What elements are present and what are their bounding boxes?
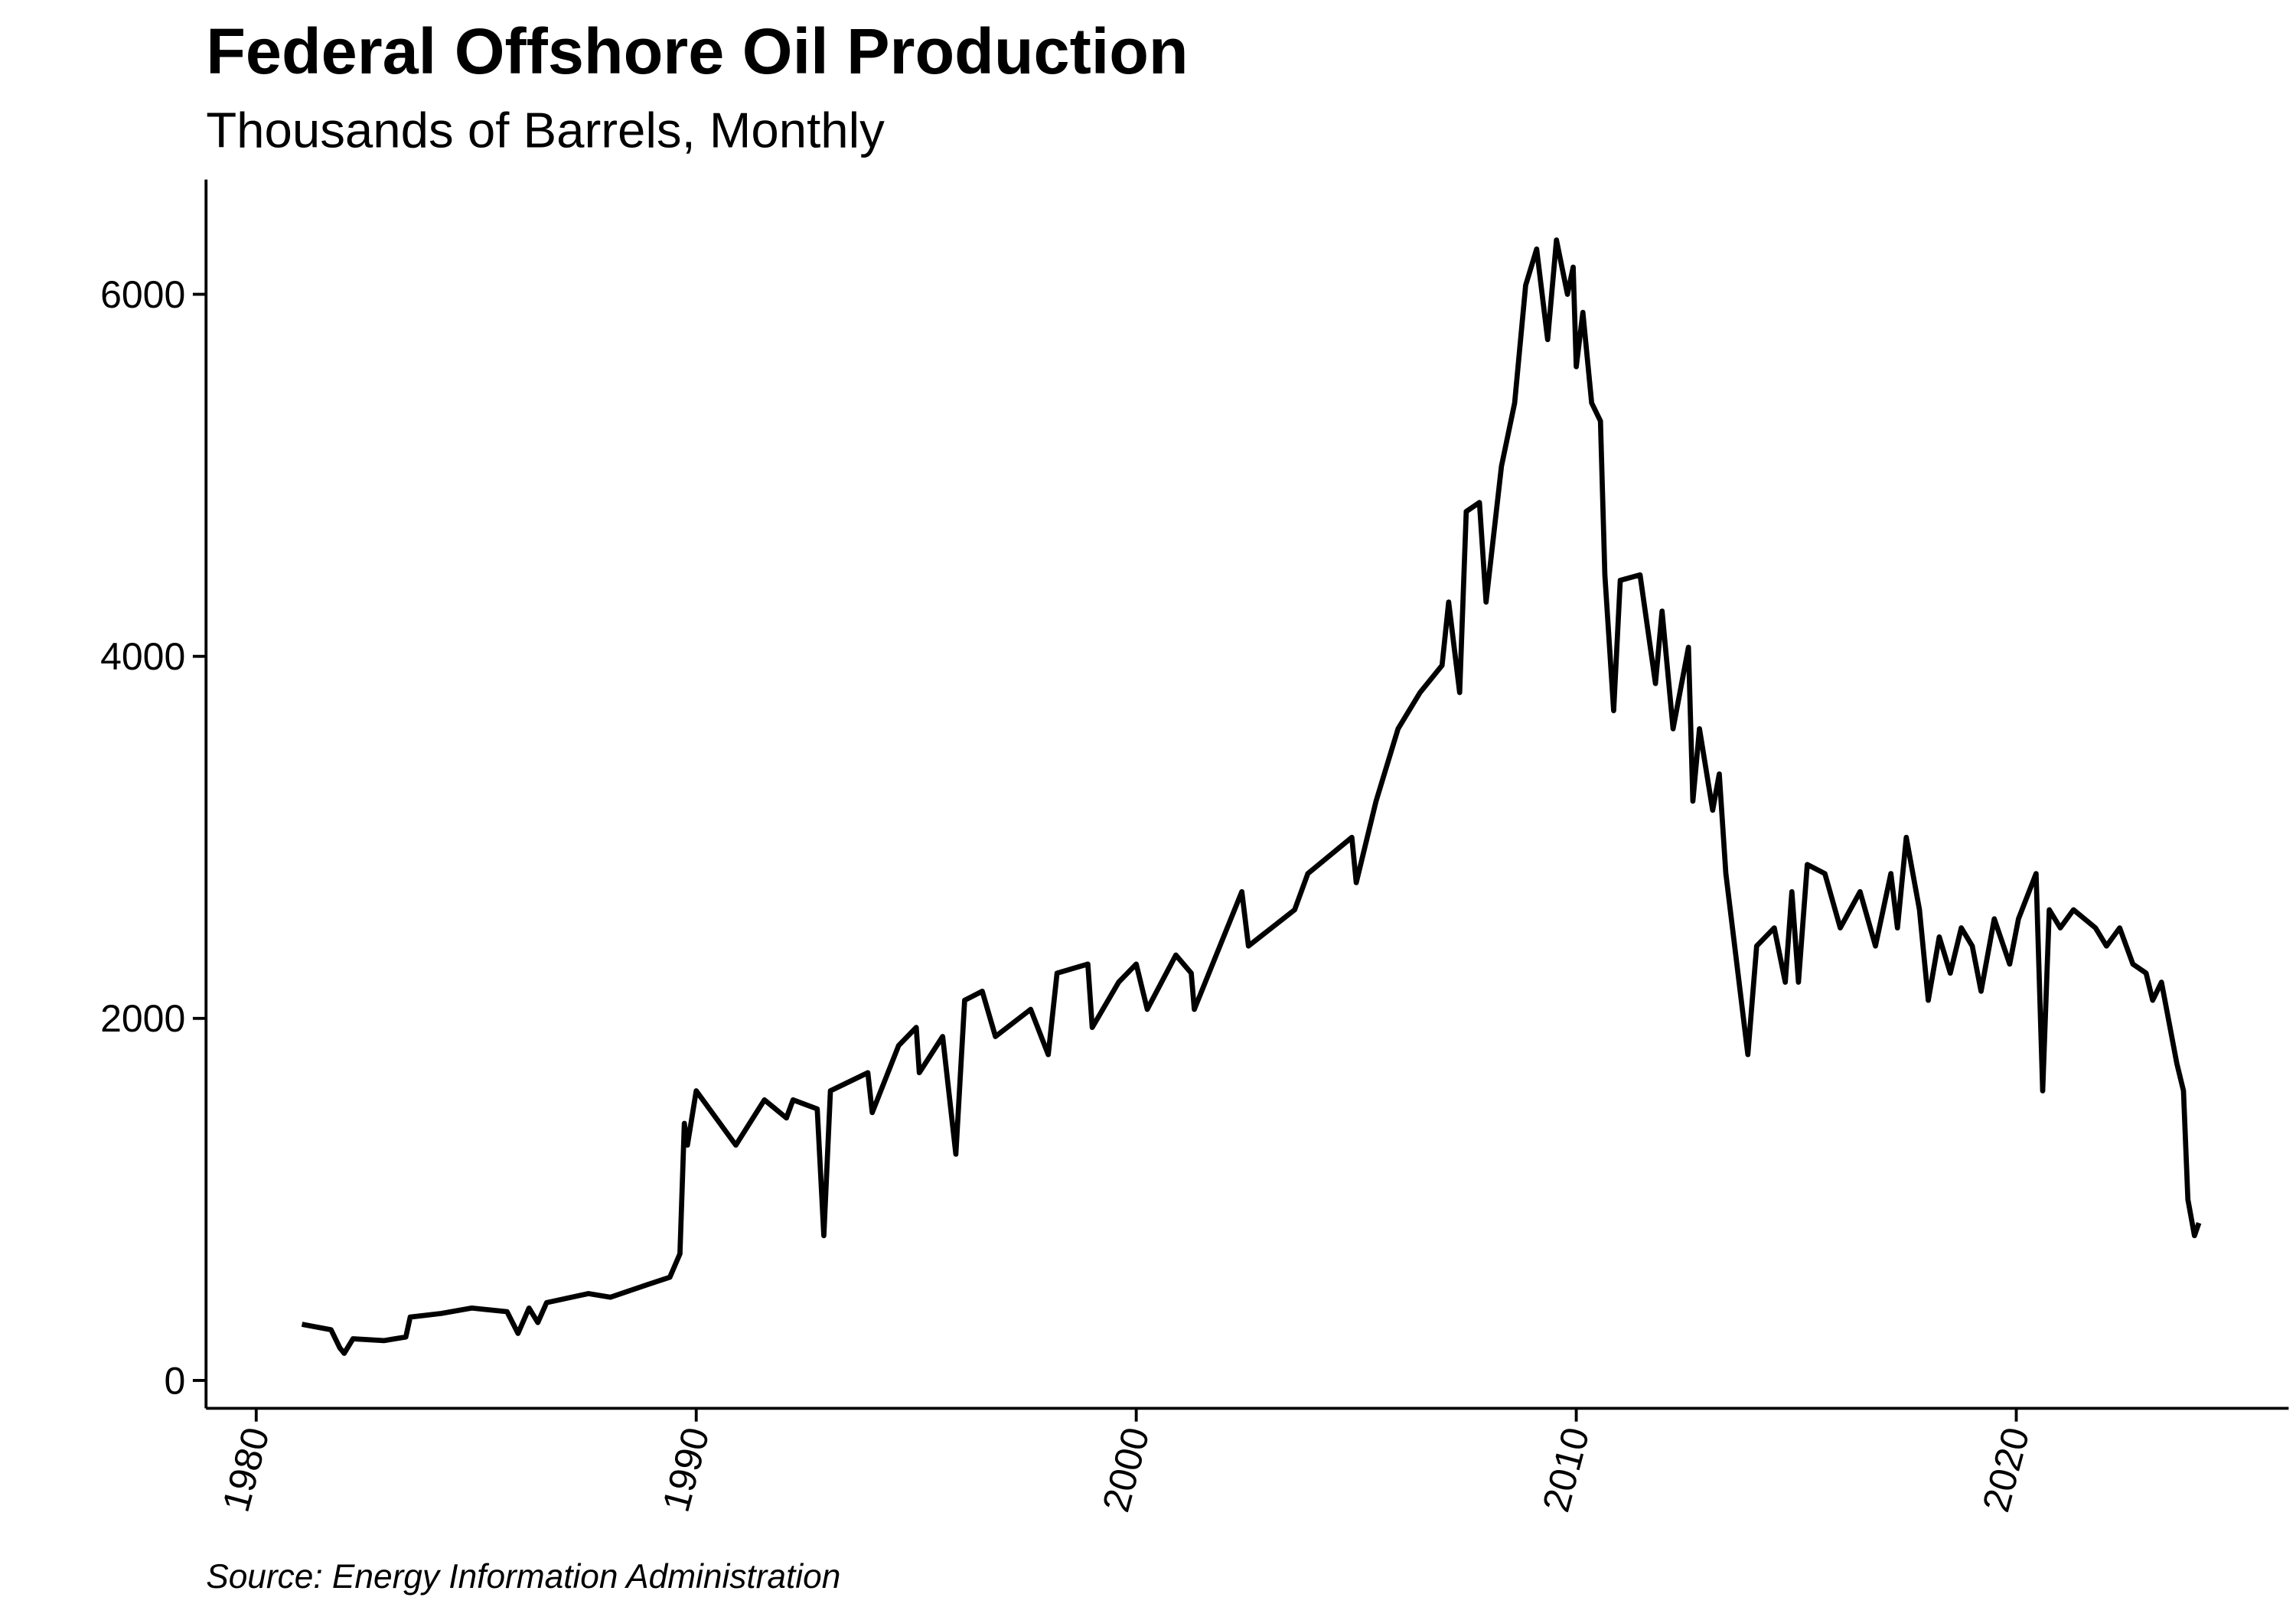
x-tick-label: 2000 bbox=[1094, 1423, 1158, 1517]
chart-subtitle: Thousands of Barrels, Monthly bbox=[206, 102, 885, 158]
x-tick-label: 1980 bbox=[214, 1423, 278, 1517]
x-tick-label: 2020 bbox=[1975, 1423, 2038, 1517]
y-tick-label: 0 bbox=[164, 1359, 185, 1402]
chart-title: Federal Offshore Oil Production bbox=[206, 15, 1188, 87]
y-tick-label: 4000 bbox=[100, 635, 185, 678]
source-note: Source: Energy Information Administratio… bbox=[206, 1558, 840, 1596]
data-line bbox=[301, 237, 2202, 1356]
y-tick-label: 6000 bbox=[100, 273, 185, 316]
x-tick-label: 2010 bbox=[1534, 1423, 1598, 1517]
y-tick-label: 2000 bbox=[100, 997, 185, 1040]
x-tick-label: 1990 bbox=[654, 1423, 718, 1517]
